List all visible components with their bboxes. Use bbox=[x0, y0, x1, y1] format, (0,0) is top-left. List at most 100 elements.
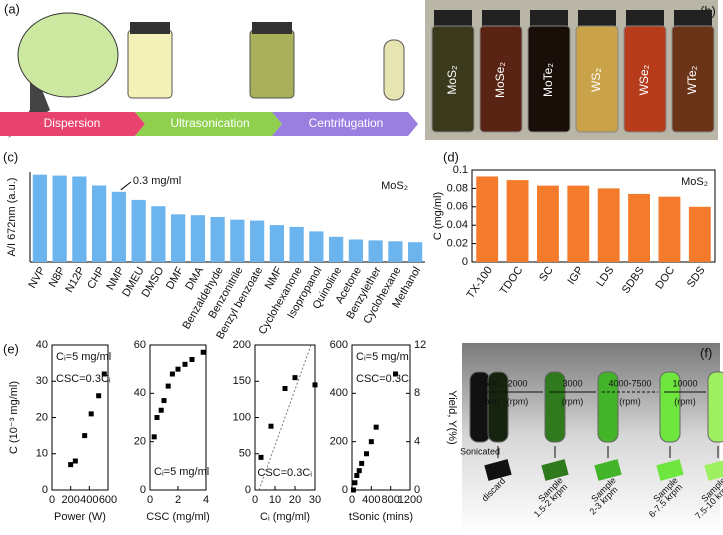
flake bbox=[594, 459, 622, 481]
x-tick-label: 800 bbox=[381, 494, 399, 506]
tube-label: Sonicated bbox=[460, 446, 500, 456]
point bbox=[161, 398, 167, 404]
panel-label: (d) bbox=[443, 149, 459, 164]
y-tick-label: 100 bbox=[233, 411, 251, 423]
bar bbox=[597, 188, 620, 262]
point bbox=[151, 434, 157, 440]
y-tick-label: 150 bbox=[233, 375, 251, 387]
scheme-f: (f) Sonicated1500(rpm)discard2000(rpm)Sa… bbox=[460, 343, 723, 533]
x-label: tSonic (mins) bbox=[349, 511, 413, 523]
flake bbox=[704, 459, 723, 481]
bar bbox=[52, 175, 67, 262]
point bbox=[96, 393, 102, 399]
x-tick-label: 200 bbox=[61, 494, 79, 506]
x-tick-label: LDS bbox=[594, 265, 616, 289]
y-tick-label: 200 bbox=[330, 436, 348, 448]
x-tick-label: 1200 bbox=[398, 494, 422, 506]
vial-cap bbox=[482, 10, 520, 26]
x-tick-label: 20 bbox=[289, 494, 301, 506]
step-label: Dispersion bbox=[44, 116, 101, 130]
speed-unit: (rpm) bbox=[619, 396, 641, 406]
step-label: Ultrasonication bbox=[170, 116, 249, 130]
panel-label: (a) bbox=[4, 1, 20, 16]
x-tick-label: 600 bbox=[99, 494, 117, 506]
point bbox=[189, 357, 195, 362]
vial-cap bbox=[252, 22, 292, 34]
y-tick-label: 20 bbox=[36, 411, 48, 423]
point bbox=[393, 371, 398, 377]
y-tick-label: 50 bbox=[239, 448, 251, 460]
y-tick-label: 0.1 bbox=[453, 164, 468, 176]
vial-label: MoSe₂ bbox=[493, 62, 507, 98]
x-tick-label: 2 bbox=[175, 494, 181, 506]
step-arrow bbox=[272, 112, 418, 136]
y2-tick-label: 0 bbox=[414, 484, 420, 496]
y-tick-label: 400 bbox=[330, 387, 348, 399]
vial-cap bbox=[130, 22, 170, 34]
bar bbox=[506, 180, 529, 262]
y2-tick-label: 4 bbox=[414, 436, 420, 448]
bar bbox=[72, 176, 87, 262]
tube bbox=[707, 371, 723, 443]
x-tick-label: TX-100 bbox=[465, 265, 496, 301]
y-tick-label: 0.02 bbox=[447, 238, 468, 250]
speed: 10000 bbox=[672, 378, 697, 388]
speed-unit: (rpm) bbox=[478, 396, 500, 406]
y-tick-label: 200 bbox=[233, 339, 251, 351]
speed-unit: (rpm) bbox=[507, 396, 529, 406]
vial-label: WTe₂ bbox=[685, 65, 699, 94]
point bbox=[72, 458, 78, 464]
speed: 4000-7500 bbox=[608, 378, 651, 388]
bar bbox=[688, 206, 711, 262]
point bbox=[154, 415, 160, 420]
y-label: A/I 672nm (a.u.) bbox=[6, 178, 18, 257]
y2-label: Yield, Y(%) bbox=[446, 390, 458, 444]
bar bbox=[32, 174, 47, 262]
bar bbox=[289, 226, 304, 262]
point bbox=[292, 375, 298, 381]
bar bbox=[348, 239, 363, 262]
speed: 1500 bbox=[479, 378, 499, 388]
annotation: MoS₂ bbox=[381, 180, 408, 192]
plot-frame bbox=[51, 344, 109, 491]
x-tick-label: N12P bbox=[63, 265, 87, 295]
point bbox=[165, 383, 171, 389]
vial bbox=[479, 25, 523, 133]
point bbox=[350, 487, 356, 493]
bar bbox=[329, 236, 344, 262]
y-tick-label: 40 bbox=[36, 339, 48, 351]
point bbox=[68, 462, 74, 468]
tube bbox=[383, 39, 405, 101]
step-arrow bbox=[135, 112, 282, 136]
vial-label: MoS₂ bbox=[445, 65, 459, 95]
point bbox=[82, 433, 88, 439]
bar bbox=[190, 215, 205, 262]
vial-label: MoTe₂ bbox=[541, 63, 555, 97]
point bbox=[312, 382, 318, 388]
bar bbox=[111, 191, 126, 262]
vial-label: WSe₂ bbox=[637, 64, 651, 95]
point bbox=[268, 423, 274, 429]
speed: 3000 bbox=[562, 378, 582, 388]
y-label: C (10⁻³ mg/ml) bbox=[8, 381, 20, 454]
x-tick-label: 0 bbox=[49, 494, 55, 506]
x-tick-label: 400 bbox=[80, 494, 98, 506]
vial-label: WS₂ bbox=[589, 68, 603, 92]
plot-frame bbox=[351, 344, 411, 491]
point bbox=[359, 460, 365, 466]
point bbox=[354, 473, 360, 478]
step-arrow bbox=[0, 112, 145, 136]
y-tick-label: 0 bbox=[42, 484, 48, 496]
x-tick-label: 400 bbox=[362, 494, 380, 506]
point bbox=[158, 407, 164, 413]
bar bbox=[131, 199, 146, 262]
plot-frame bbox=[471, 169, 716, 263]
x-tick-label: 4 bbox=[203, 494, 209, 506]
bar bbox=[250, 220, 265, 262]
bar bbox=[537, 185, 559, 262]
bar bbox=[269, 225, 284, 262]
bar bbox=[388, 241, 403, 262]
x-tick-label: NVP bbox=[26, 265, 48, 291]
flake bbox=[656, 459, 684, 481]
